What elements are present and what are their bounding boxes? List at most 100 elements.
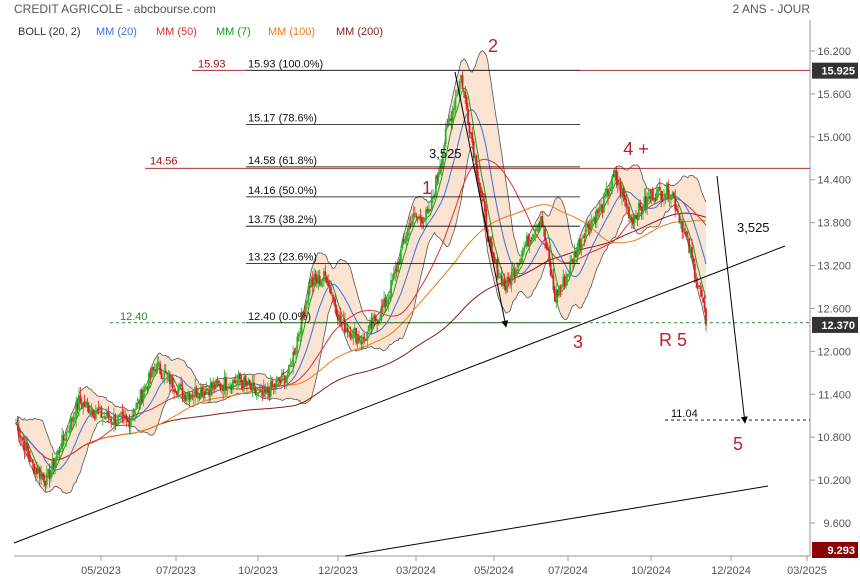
candle-body [219,384,222,389]
drawings: 15.93 (100.0%) 15.17 (78.6%) 14.58 (61.8%)… [13,36,810,557]
candle-body [660,190,663,201]
legend-mm-7-: MM (7) [216,26,251,38]
candle-body [601,204,604,212]
candle-body [560,285,563,287]
candle-body [467,109,469,124]
candle-body [670,194,672,200]
candle-body [194,386,197,397]
candle-body [444,128,447,144]
y-tick-label: 13.800 [817,218,851,230]
candle-body [204,391,206,396]
candle-body [145,386,148,389]
fib-label: 15.17 (78.6%) [248,113,317,125]
candle-body [635,214,637,219]
candle-body [537,223,539,232]
candle-body [185,397,188,400]
candle-body [644,195,647,207]
candle-body [500,275,503,286]
candle-body [398,261,401,264]
candle-body [667,184,670,199]
candle-body [334,298,337,307]
candle-body [535,229,538,231]
projection-arrow-right [716,175,748,424]
candle-body [415,215,418,218]
candle-body [559,286,562,289]
candle-body [378,318,381,320]
candle-body [246,381,248,386]
candle-body [548,249,551,263]
candle-body [211,382,213,388]
candle-body [215,379,218,388]
candle-body [258,392,261,394]
candle-body [658,186,661,191]
candle-body [225,377,227,391]
candle-body [663,196,665,200]
candle-body [19,435,22,438]
candle-body [355,327,358,343]
candle-body [674,196,677,210]
candle-body [611,176,614,188]
candle-body [527,235,530,247]
candle-body [236,380,239,383]
candle-body [155,370,157,372]
candle-body [481,190,483,198]
candle-body [472,141,475,158]
bollinger-fill [16,50,706,494]
candle-body [148,372,150,389]
candle-body [68,430,71,433]
candle-body [474,156,476,158]
candle-body [230,386,233,390]
fib-label: 13.75 (38.2%) [248,214,317,226]
candle-body [272,384,275,387]
candle-body [661,198,664,200]
candle-body [106,411,108,417]
candle-body [240,380,243,383]
candle-body [647,196,650,198]
candle-body [677,211,679,213]
ratio-left-label: 3,525 [429,146,462,161]
candle-body [59,451,62,453]
candle-body [664,194,667,199]
candle-body [363,337,366,339]
candle-body [565,276,567,286]
candle-body [346,328,349,333]
candle-body [234,381,237,383]
candle-body [636,219,639,221]
legend-mm-20-: MM (20) [96,26,137,38]
candle-body [651,188,654,201]
candle-body [418,215,420,217]
candle-body [478,182,481,187]
y-tick-label: 13.200 [817,261,851,273]
candle-body [628,207,630,219]
candle-body [453,108,455,110]
candle-body [226,389,229,391]
candle-body [406,227,409,237]
candle-body [390,280,392,298]
candle-body [295,347,297,355]
candle-body [45,473,48,485]
candle-body [331,294,334,297]
candle-body [93,416,96,418]
candle-body [113,415,115,424]
candle-body [367,325,370,331]
y-axis: 9.600 10.200 10.800 11.400 12.000 12.600 13.20… [810,46,851,530]
candle-body [422,222,425,224]
candle-body [187,393,190,397]
candle-body [595,209,598,222]
candle-body [206,389,209,391]
candle-body [286,374,289,379]
candle-body [99,406,101,410]
candle-body [693,263,696,279]
candle-body [243,377,246,390]
candle-body [451,108,454,122]
candle-body [556,289,559,297]
candle-body [686,236,689,238]
candle-body [479,186,482,193]
candle-body [381,305,384,307]
candle-body [152,366,155,371]
candle-body [539,216,542,226]
candle-body [201,387,204,397]
candle-body [705,308,707,325]
candle-body [51,459,54,470]
candle-body [503,280,506,287]
